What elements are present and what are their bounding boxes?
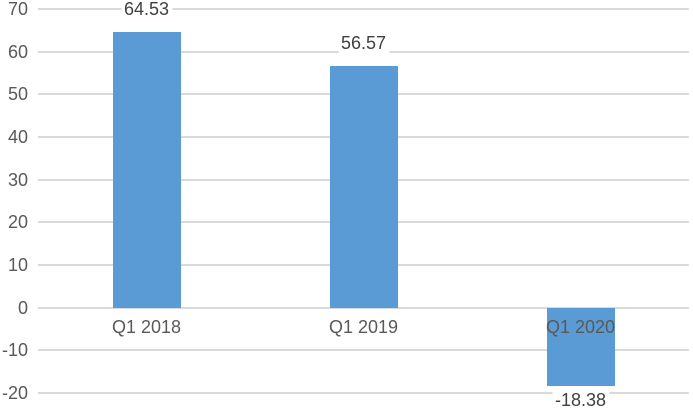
- gridline: [38, 306, 689, 309]
- y-axis-tick-label: 40: [7, 127, 28, 147]
- bar: [546, 307, 615, 387]
- category-label: Q1 2020: [545, 316, 616, 337]
- gridline: [38, 8, 689, 10]
- bar-value-label: 56.57: [337, 32, 390, 55]
- bar-value-label: -18.38: [551, 389, 610, 412]
- y-axis-tick-label: -20: [1, 383, 28, 403]
- y-axis-tick-label: 50: [7, 84, 28, 105]
- category-label: Q1 2019: [328, 316, 399, 337]
- gridline: [38, 349, 689, 352]
- y-axis-tick-label: 20: [7, 212, 28, 233]
- y-axis-tick-label: 60: [7, 41, 28, 62]
- y-axis-tick-label: 10: [7, 255, 28, 275]
- y-axis-tick-label: 30: [7, 169, 28, 190]
- bar-value-label: 64.53: [120, 0, 173, 21]
- gridline: [38, 392, 689, 394]
- y-axis-tick-label: -10: [1, 340, 28, 361]
- category-label: Q1 2018: [111, 316, 182, 337]
- bar: [329, 66, 398, 308]
- y-axis-tick-label: 70: [7, 0, 28, 19]
- bar: [112, 32, 181, 308]
- y-axis-tick-label: 0: [17, 297, 28, 318]
